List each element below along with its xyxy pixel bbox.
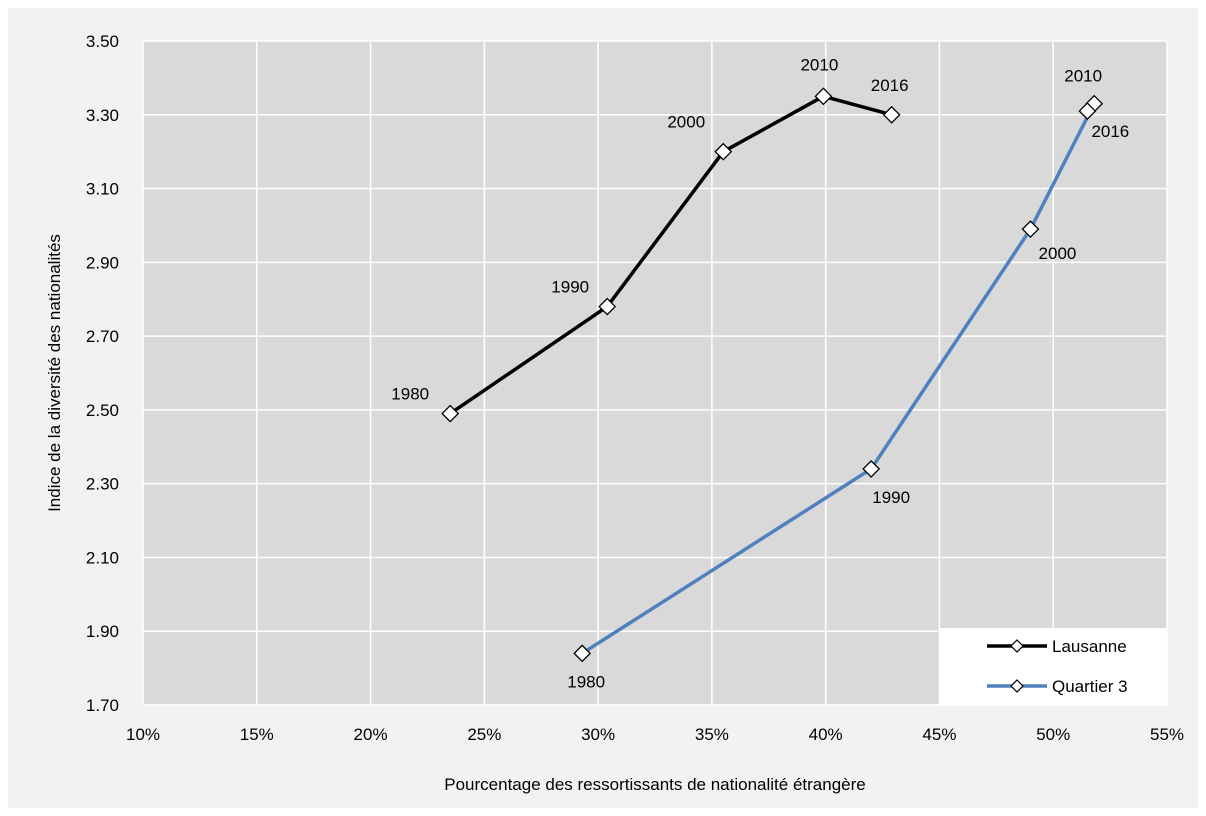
legend-item: Lausanne: [987, 637, 1127, 656]
y-tick-label: 1.70: [86, 696, 119, 715]
data-point-label: 2010: [800, 55, 838, 74]
data-point-marker: [1078, 102, 1097, 121]
x-tick-label: 15%: [240, 725, 274, 744]
series-layer: 1980 1990 2000 2010 2016 1980 1990 2000 2010 2016: [391, 55, 1129, 691]
data-point-marker: [882, 105, 901, 124]
data-point-label: 1980: [391, 385, 429, 404]
y-axis-ticks: 1.70 1.90 2.10 2.30 2.50 2.70 2.90 3.10 3.30 3.50: [86, 32, 119, 715]
x-tick-label: 40%: [809, 725, 843, 744]
data-point-label: 2000: [667, 113, 705, 132]
y-axis-title: Indice de la diversité des nationalités: [45, 234, 64, 512]
x-tick-label: 25%: [467, 725, 501, 744]
legend: Lausanne Quartier 3: [939, 628, 1167, 705]
y-tick-label: 3.10: [86, 180, 119, 199]
x-tick-label: 55%: [1150, 725, 1184, 744]
data-point-marker: [862, 459, 881, 478]
x-tick-label: 30%: [581, 725, 615, 744]
chart-frame: 1980 1990 2000 2010 2016 1980 1990 2000 2010 2016…: [8, 8, 1198, 808]
data-point-label: 2000: [1039, 244, 1077, 263]
x-tick-label: 35%: [695, 725, 729, 744]
data-point-marker: [598, 297, 617, 316]
x-tick-label: 45%: [922, 725, 956, 744]
legend-box: [939, 628, 1167, 705]
y-tick-label: 3.30: [86, 106, 119, 125]
legend-label: Quartier 3: [1052, 677, 1128, 696]
x-tick-label: 20%: [354, 725, 388, 744]
x-axis-ticks: 10% 15% 20% 25% 30% 35% 40% 45% 50% 55%: [126, 725, 1184, 744]
x-tick-label: 50%: [1036, 725, 1070, 744]
legend-item: Quartier 3: [987, 677, 1128, 696]
chart: 1980 1990 2000 2010 2016 1980 1990 2000 2010 2016…: [45, 32, 1184, 794]
plot-area: [143, 41, 1167, 705]
legend-marker: [1010, 639, 1024, 653]
y-tick-label: 2.10: [86, 548, 119, 567]
data-point-label: 1990: [872, 488, 910, 507]
data-point-label: 1980: [567, 672, 605, 691]
y-tick-label: 2.90: [86, 253, 119, 272]
data-point-marker: [1021, 220, 1040, 239]
data-point-marker: [573, 644, 592, 663]
legend-label: Lausanne: [1052, 637, 1127, 656]
data-point-label: 1990: [551, 278, 589, 297]
data-point-marker: [714, 142, 733, 161]
x-tick-label: 10%: [126, 725, 160, 744]
legend-marker: [1010, 679, 1024, 693]
data-point-label: 2010: [1064, 67, 1102, 86]
y-tick-label: 2.70: [86, 327, 119, 346]
data-point-label: 2016: [871, 76, 909, 95]
y-tick-label: 1.90: [86, 622, 119, 641]
y-tick-label: 3.50: [86, 32, 119, 51]
data-point-marker: [814, 87, 833, 106]
series-0: 1980 1990 2000 2010 2016: [391, 55, 909, 423]
y-tick-label: 2.30: [86, 475, 119, 494]
series-1: 1980 1990 2000 2010 2016: [567, 67, 1129, 692]
x-axis-title: Pourcentage des ressortissants de nation…: [444, 775, 865, 794]
y-tick-label: 2.50: [86, 401, 119, 420]
data-point-marker: [441, 404, 460, 423]
data-point-label: 2016: [1091, 122, 1129, 141]
